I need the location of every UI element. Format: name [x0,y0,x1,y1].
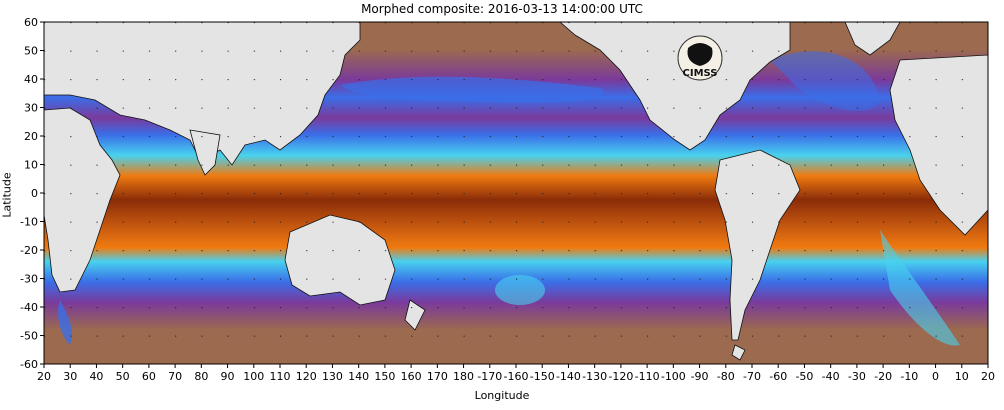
x-tick-label: -160 [504,370,529,383]
x-tick-label: 110 [270,370,291,383]
y-tick-label: -60 [20,358,38,371]
y-tick-label: 10 [24,159,38,172]
x-tick-label: -100 [661,370,686,383]
x-tick-label: 40 [89,370,103,383]
x-tick-label: -120 [608,370,633,383]
x-tick-label: -140 [556,370,581,383]
x-tick-label: 50 [116,370,130,383]
y-tick-label: 60 [24,16,38,29]
x-tick-label: -110 [635,370,660,383]
logo-text: CIMSS [683,68,718,79]
y-axis-ticks: 60 50 40 30 20 10 0 -10 -20 -30 -40 -50 -60 [20,16,44,371]
y-tick-label: -30 [20,273,38,286]
x-tick-label: 150 [374,370,395,383]
y-tick-label: 50 [24,45,38,58]
x-tick-label: 80 [194,370,208,383]
x-tick-label: 0 [932,370,939,383]
x-tick-label: 10 [955,370,969,383]
x-tick-label: 180 [453,370,474,383]
x-tick-label: 30 [63,370,77,383]
x-tick-label: 120 [296,370,317,383]
x-tick-label: -50 [795,370,813,383]
y-tick-label: -50 [20,330,38,343]
x-tick-label: 70 [168,370,182,383]
y-tick-label: 30 [24,102,38,115]
x-tick-label: 140 [348,370,369,383]
x-tick-label: 90 [221,370,235,383]
x-tick-label: 20 [981,370,995,383]
x-tick-label: -10 [900,370,918,383]
x-tick-label: -90 [691,370,709,383]
x-tick-label: 60 [142,370,156,383]
x-tick-label: -70 [743,370,761,383]
y-tick-label: 40 [24,73,38,86]
y-tick-label: -20 [20,244,38,257]
y-tick-label: 0 [31,187,38,200]
y-tick-label: -10 [20,216,38,229]
x-tick-label: 100 [243,370,264,383]
x-tick-label: -20 [874,370,892,383]
x-tick-label: -170 [477,370,502,383]
x-axis-ticks: 20 30 40 50 60 70 80 90 100 110 120 130 140 150 160 170… [37,364,995,383]
x-tick-label: -150 [530,370,555,383]
x-tick-label: -30 [848,370,866,383]
cimss-logo-icon: CIMSS [677,35,723,81]
map-field [44,22,988,364]
x-tick-label: -60 [769,370,787,383]
y-tick-label: 20 [24,130,38,143]
map-title: Morphed composite: 2016-03-13 14:00:00 U… [361,2,643,16]
x-tick-label: 170 [427,370,448,383]
y-axis-label: Latitude [0,172,14,218]
x-tick-label: 130 [322,370,343,383]
y-tick-label: -40 [20,301,38,314]
dotted-grid [44,22,988,364]
x-tick-label: -130 [582,370,607,383]
x-tick-label: -80 [717,370,735,383]
x-tick-label: 160 [401,370,422,383]
x-tick-label: -40 [822,370,840,383]
x-tick-label: 20 [37,370,51,383]
x-axis-label: Longitude [474,389,530,402]
